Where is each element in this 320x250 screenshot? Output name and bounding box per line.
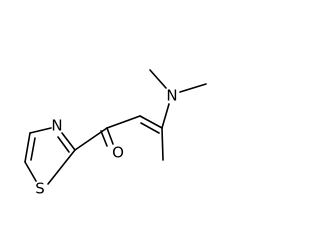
atom-label: O [112, 144, 124, 162]
bond [29, 127, 52, 134]
bond [61, 132, 76, 151]
bond [149, 69, 167, 89]
bond [140, 122, 160, 134]
bonds [24, 69, 207, 185]
bond [161, 127, 164, 161]
bond [30, 137, 36, 161]
bond [106, 115, 141, 129]
bond [100, 130, 108, 147]
bond [74, 127, 108, 151]
bond [179, 83, 207, 93]
bond [139, 115, 163, 129]
bond [24, 161, 37, 182]
molecule-diagram: S N O N [24, 69, 207, 198]
bond [57, 136, 70, 153]
bond [24, 132, 31, 163]
atom-label: N [166, 87, 177, 105]
bond [106, 127, 114, 145]
atom-label: N [51, 117, 62, 135]
bond [47, 149, 76, 185]
bond [161, 103, 170, 129]
atom-label: S [35, 180, 45, 198]
